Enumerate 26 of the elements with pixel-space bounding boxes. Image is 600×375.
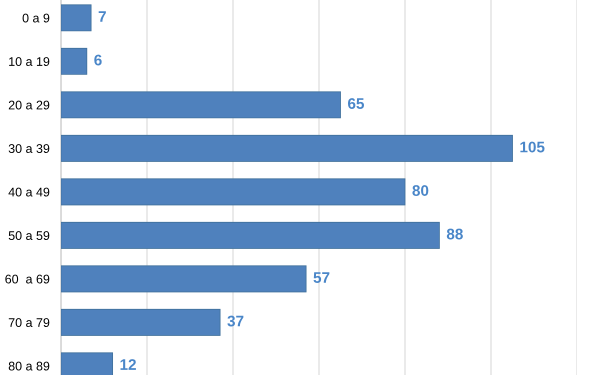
bar [61,222,440,249]
bar [61,178,406,206]
y-tick-label: 30 a 39 [8,144,50,153]
bar [61,4,92,32]
bar [61,91,341,118]
y-tick-label: 40 a 49 [8,188,50,197]
data-label: 57 [314,272,330,283]
data-label: 105 [520,142,545,152]
y-tick-label: 60 a 69 [5,274,50,284]
data-label: 65 [348,98,364,109]
y-tick-label: 70 a 79 [8,318,50,328]
data-label: 7 [98,11,106,22]
data-label: 12 [120,359,136,370]
y-tick-label: 10 a 19 [9,57,50,66]
y-tick-label: 80 a 89 [8,362,50,371]
bar [61,134,513,162]
data-label: 6 [94,54,102,66]
y-tick-label: 20 a 29 [8,100,50,110]
y-tick-label: 0 a 9 [22,14,50,22]
data-label: 88 [446,228,463,240]
data-label: 80 [412,185,428,196]
data-label: 37 [227,316,244,326]
bar [61,308,221,336]
y-tick-label: 50 a 59 [8,231,50,240]
bar [61,265,307,292]
bar [61,48,88,75]
